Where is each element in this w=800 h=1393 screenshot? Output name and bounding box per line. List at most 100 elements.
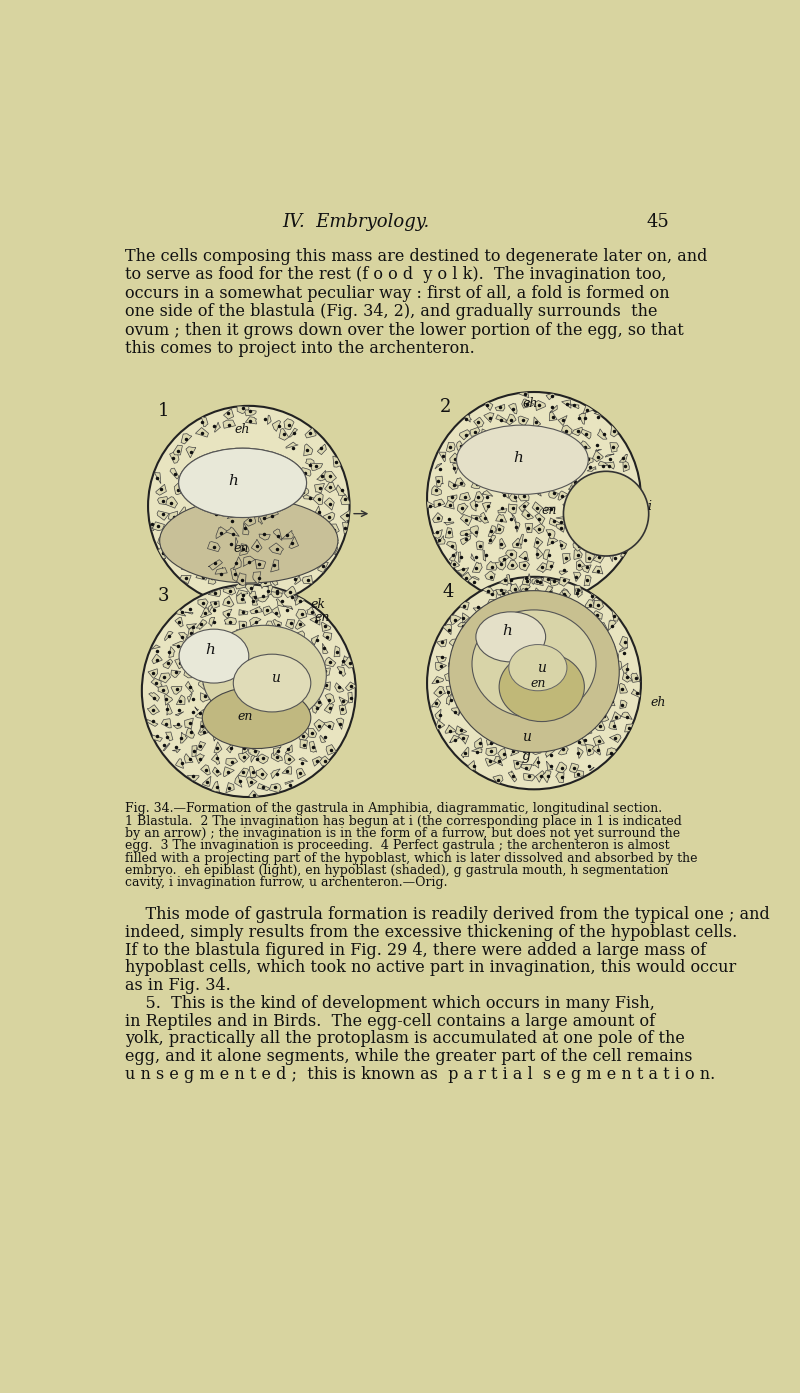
Polygon shape: [598, 623, 608, 632]
Polygon shape: [568, 404, 579, 408]
Polygon shape: [546, 560, 554, 570]
Polygon shape: [484, 412, 494, 422]
Polygon shape: [256, 769, 267, 779]
Polygon shape: [533, 756, 538, 768]
Polygon shape: [194, 706, 198, 710]
Polygon shape: [185, 717, 194, 729]
Polygon shape: [165, 695, 173, 705]
Polygon shape: [297, 642, 306, 649]
Polygon shape: [282, 703, 288, 715]
Text: one side of the blastula (Fig. 34, 2), and gradually surrounds  the: one side of the blastula (Fig. 34, 2), a…: [125, 304, 658, 320]
Polygon shape: [471, 676, 480, 685]
Polygon shape: [582, 722, 592, 734]
Polygon shape: [449, 639, 457, 651]
Polygon shape: [286, 442, 298, 449]
Text: 2: 2: [439, 398, 451, 417]
Text: u n s e g m e n t e d ;  this is known as  p a r t i a l  s e g m e n t a t i o : u n s e g m e n t e d ; this is known as…: [125, 1066, 715, 1082]
Polygon shape: [474, 738, 482, 748]
Polygon shape: [472, 437, 481, 447]
Polygon shape: [472, 699, 482, 706]
Polygon shape: [236, 592, 246, 603]
Polygon shape: [558, 439, 568, 444]
Polygon shape: [579, 412, 586, 425]
Polygon shape: [510, 492, 517, 501]
Polygon shape: [196, 620, 207, 630]
Polygon shape: [534, 538, 543, 549]
Polygon shape: [546, 648, 558, 656]
Polygon shape: [448, 663, 453, 670]
Polygon shape: [523, 726, 534, 733]
Polygon shape: [631, 673, 640, 683]
Polygon shape: [314, 506, 322, 518]
Polygon shape: [520, 584, 530, 593]
Polygon shape: [508, 504, 517, 514]
Polygon shape: [586, 552, 594, 563]
Circle shape: [427, 577, 641, 790]
Polygon shape: [634, 499, 645, 504]
Polygon shape: [581, 414, 585, 418]
Polygon shape: [559, 577, 570, 586]
Polygon shape: [186, 729, 194, 738]
Polygon shape: [446, 685, 454, 696]
Polygon shape: [471, 577, 479, 581]
Polygon shape: [321, 681, 330, 691]
Polygon shape: [556, 524, 565, 532]
Polygon shape: [609, 552, 614, 561]
Polygon shape: [306, 458, 314, 467]
Polygon shape: [510, 584, 519, 593]
Polygon shape: [594, 698, 605, 706]
Polygon shape: [535, 513, 545, 525]
Polygon shape: [511, 485, 519, 489]
Polygon shape: [457, 568, 469, 575]
Polygon shape: [486, 591, 497, 598]
Polygon shape: [499, 575, 510, 585]
Polygon shape: [519, 561, 530, 571]
Polygon shape: [493, 775, 503, 784]
Polygon shape: [264, 621, 274, 631]
Polygon shape: [227, 709, 236, 715]
Polygon shape: [298, 468, 311, 476]
Polygon shape: [576, 560, 586, 570]
Polygon shape: [476, 540, 483, 550]
Polygon shape: [247, 656, 257, 664]
Polygon shape: [587, 467, 596, 471]
Polygon shape: [253, 596, 258, 605]
Polygon shape: [450, 453, 460, 462]
Polygon shape: [444, 499, 454, 508]
Polygon shape: [274, 664, 285, 674]
Polygon shape: [473, 607, 484, 613]
Ellipse shape: [178, 449, 306, 518]
Text: indeed, simply results from the excessive thickening of the hypoblast cells.: indeed, simply results from the excessiv…: [125, 924, 737, 942]
Polygon shape: [485, 651, 494, 660]
Polygon shape: [608, 539, 617, 550]
Polygon shape: [622, 536, 630, 547]
Polygon shape: [519, 745, 529, 755]
Polygon shape: [320, 736, 326, 742]
Polygon shape: [558, 649, 570, 657]
Polygon shape: [173, 749, 180, 752]
Polygon shape: [501, 664, 511, 673]
Polygon shape: [203, 671, 212, 680]
Polygon shape: [584, 698, 594, 705]
Polygon shape: [518, 389, 529, 397]
Polygon shape: [186, 447, 196, 458]
Polygon shape: [485, 571, 495, 581]
Polygon shape: [532, 624, 543, 634]
Polygon shape: [570, 669, 579, 673]
Polygon shape: [272, 534, 281, 543]
Text: 45: 45: [646, 213, 670, 231]
Polygon shape: [538, 613, 546, 623]
Polygon shape: [608, 646, 615, 651]
Polygon shape: [235, 630, 242, 639]
Polygon shape: [569, 613, 577, 624]
Polygon shape: [174, 531, 182, 543]
Polygon shape: [598, 525, 610, 529]
Polygon shape: [556, 451, 566, 461]
Polygon shape: [174, 483, 181, 495]
Polygon shape: [175, 759, 183, 769]
Polygon shape: [236, 680, 245, 690]
Polygon shape: [262, 680, 273, 688]
Polygon shape: [249, 791, 259, 801]
Text: i: i: [647, 500, 651, 513]
Polygon shape: [606, 454, 614, 457]
